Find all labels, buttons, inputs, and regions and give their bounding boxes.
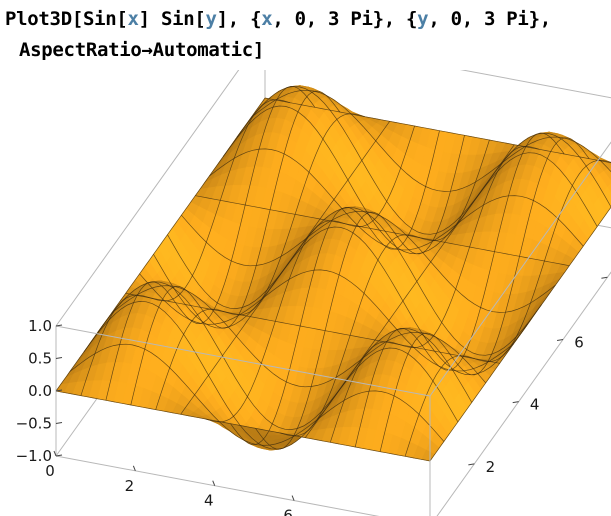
code-token: Plot3D[Sin[: [5, 8, 128, 30]
code-token: , 0, 3 Pi}, {: [272, 8, 418, 30]
surface-plot[interactable]: 1.00.50.0−0.5−1.002462468: [0, 70, 611, 516]
box-edge: [55, 70, 240, 327]
variable-token: x: [127, 8, 139, 30]
mesh-line: [125, 292, 500, 364]
z-tick-label: −0.5: [16, 415, 52, 433]
input-line-1: Plot3D[Sin[x] Sin[y], {x, 0, 3 Pi}, {y, …: [5, 4, 605, 35]
mesh-line: [111, 285, 486, 388]
x-tick-label: 2: [125, 477, 135, 495]
z-tick-mark: [55, 389, 63, 392]
mesh-line: [139, 269, 514, 372]
input-line-2: AspectRatio→Automatic]: [19, 39, 265, 61]
mesh-line: [404, 160, 611, 457]
mesh-line: [181, 210, 556, 313]
z-tick-label: 1.0: [28, 317, 52, 335]
x-tick-mark: [132, 465, 136, 472]
z-tick-label: 0.0: [28, 382, 52, 400]
code-token: , 0, 3 Pi},: [428, 8, 551, 30]
x-tick-mark: [291, 495, 295, 501]
x-tick-label: 6: [283, 507, 293, 516]
box-edge: [459, 70, 611, 99]
box-edge: [429, 141, 611, 397]
mesh-line: [379, 137, 590, 452]
mesh-line: [250, 89, 611, 192]
plot3d-output[interactable]: 1.00.50.0−0.5−1.002462468: [0, 70, 611, 516]
z-tick-mark: [55, 357, 63, 359]
code-token: ] Sin[: [138, 8, 206, 30]
x-tick-label: 0: [45, 462, 55, 480]
box-edge: [436, 271, 611, 516]
y-tick-mark: [512, 401, 519, 404]
mesh-line: [209, 148, 584, 251]
box-edge: [55, 325, 431, 397]
code-token: ], {: [216, 8, 262, 30]
z-tick-mark: [55, 422, 63, 424]
box-edge: [55, 455, 380, 516]
mesh-line: [195, 195, 570, 267]
mesh-line: [55, 390, 431, 462]
z-tick-label: −1.0: [16, 447, 52, 465]
y-tick-label: 4: [530, 396, 540, 414]
y-tick-mark: [601, 276, 608, 279]
mesh-line: [354, 132, 565, 448]
mesh-line: [97, 281, 473, 430]
mesh-line: [130, 90, 341, 406]
y-tick-mark: [468, 463, 475, 466]
variable-token: y: [417, 8, 429, 30]
bounding-box-front: [55, 141, 611, 516]
surface-mesh: [55, 85, 611, 462]
x-tick-label: 4: [204, 492, 214, 510]
z-tick-mark: [55, 324, 63, 327]
variable-token: x: [261, 8, 273, 30]
mesh-line: [264, 97, 611, 164]
x-tick-mark: [53, 450, 57, 457]
y-tick-label: 6: [574, 333, 584, 351]
mesh-line: [69, 343, 445, 446]
axis-ticks: 1.00.50.0−0.5−1.002462468: [16, 276, 608, 516]
variable-token: y: [205, 8, 217, 30]
mesh-line: [230, 130, 440, 445]
mesh-line: [153, 226, 528, 376]
mesh-line: [83, 301, 459, 450]
mesh-line: [429, 206, 611, 462]
x-tick-mark: [212, 480, 216, 486]
input-cell[interactable]: Plot3D[Sin[x] Sin[y], {x, 0, 3 Pi}, {y, …: [5, 4, 605, 66]
mesh-line: [105, 86, 316, 401]
mesh-line: [255, 135, 465, 450]
mesh-line: [222, 105, 598, 255]
z-tick-label: 0.5: [28, 350, 52, 368]
y-tick-label: 2: [486, 458, 496, 476]
mesh-line: [167, 207, 542, 356]
mesh-line: [236, 86, 611, 235]
z-tick-mark: [55, 454, 63, 457]
y-tick-mark: [556, 338, 564, 341]
